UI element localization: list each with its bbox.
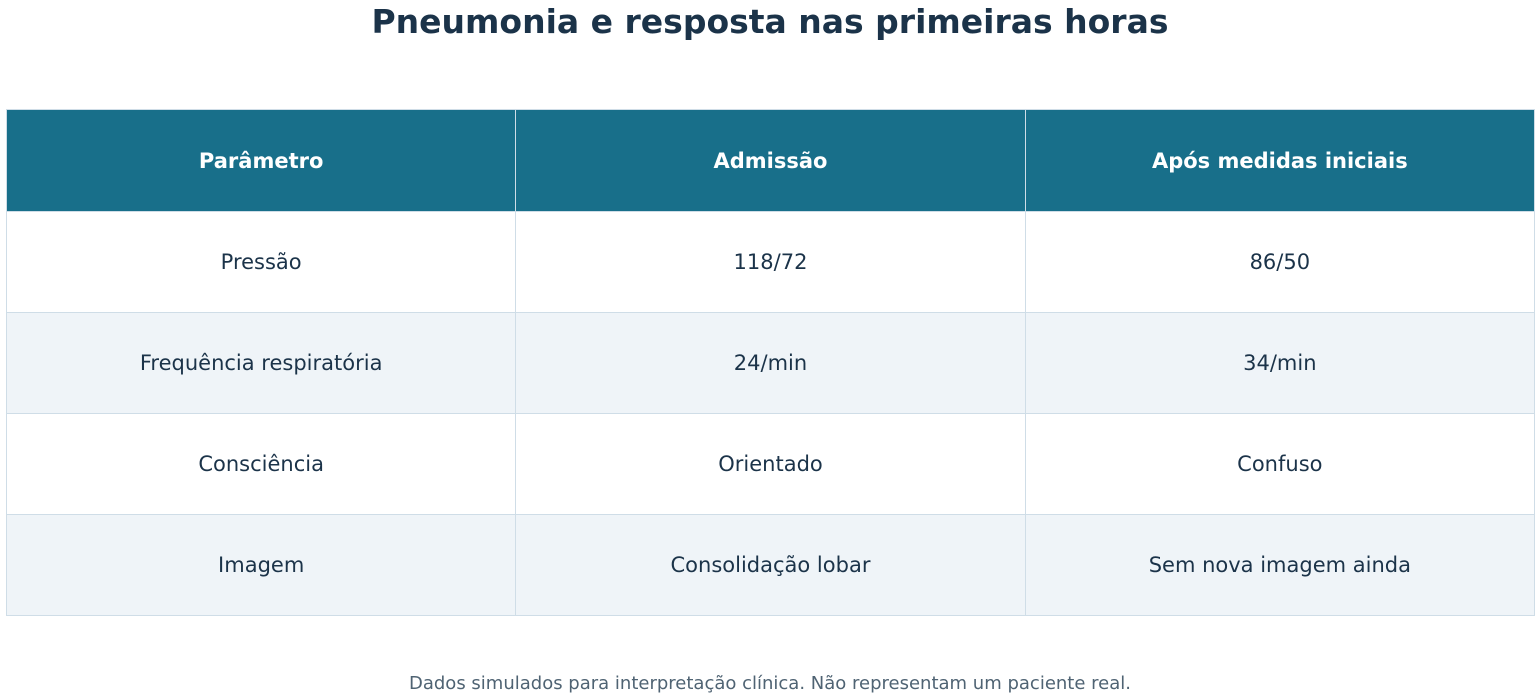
- table-row: Frequência respiratória 24/min 34/min: [5, 312, 1536, 414]
- table-cell: 24/min: [515, 312, 1026, 414]
- footnote: Dados simulados para interpretação clíni…: [408, 673, 1131, 694]
- table-cell: Consolidação lobar: [515, 514, 1026, 616]
- table-cell: 86/50: [1024, 211, 1536, 313]
- table-cell: 34/min: [1024, 312, 1536, 414]
- column-header: Admissão: [515, 109, 1026, 212]
- table-cell: Consciência: [5, 413, 517, 515]
- table-row: Imagem Consolidação lobar Sem nova image…: [5, 514, 1536, 616]
- table-cell: Confuso: [1024, 413, 1536, 515]
- chart-title: Pneumonia e resposta nas primeiras horas: [371, 2, 1169, 41]
- column-header: Após medidas iniciais: [1024, 109, 1536, 212]
- table-row: Consciência Orientado Confuso: [5, 413, 1536, 515]
- table-cell: 118/72: [515, 211, 1026, 313]
- table-cell: Imagem: [5, 514, 517, 616]
- table-cell: Frequência respiratória: [5, 312, 517, 414]
- table-cell: Pressão: [5, 211, 517, 313]
- table-cell: Orientado: [515, 413, 1026, 515]
- data-table: Parâmetro Admissão Após medidas iniciais…: [5, 109, 1536, 616]
- table-cell: Sem nova imagem ainda: [1024, 514, 1536, 616]
- table-row: Pressão 118/72 86/50: [5, 211, 1536, 313]
- column-header: Parâmetro: [5, 109, 517, 212]
- table-header-row: Parâmetro Admissão Após medidas iniciais: [5, 109, 1536, 212]
